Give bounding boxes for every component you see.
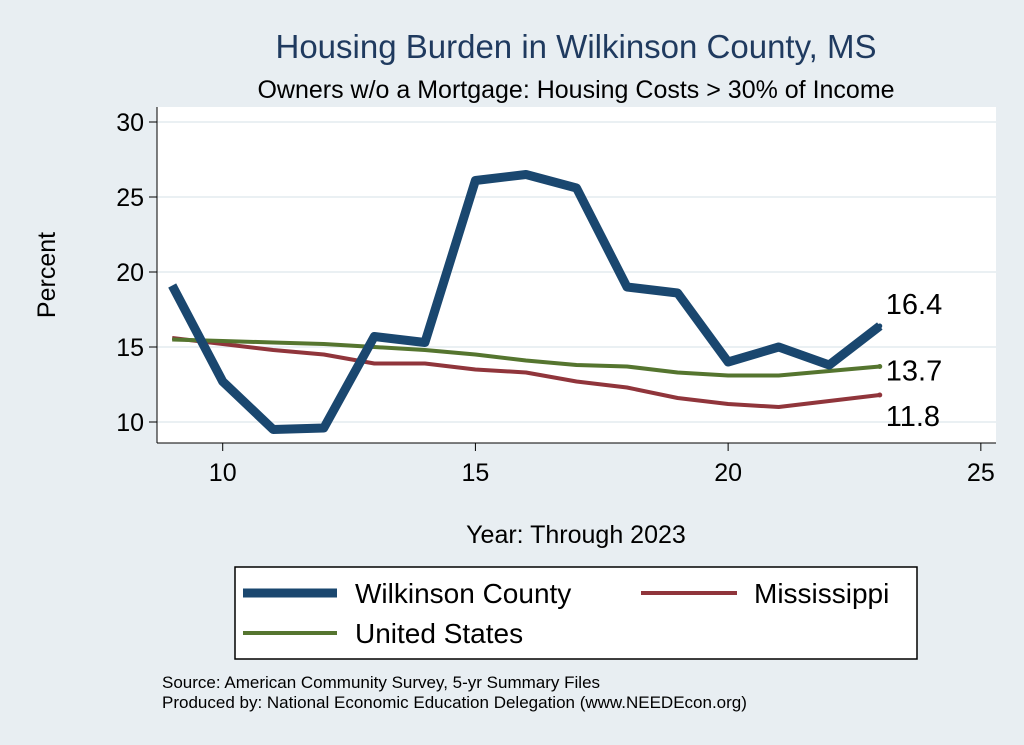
end-label-wilkinson: 16.4 (886, 289, 942, 321)
y-tick-label: 20 (116, 259, 144, 287)
x-axis-title: Year: Through 2023 (466, 521, 686, 549)
x-tick-label: 15 (462, 459, 490, 487)
chart-title: Housing Burden in Wilkinson County, MS (276, 28, 877, 65)
chart-subtitle: Owners w/o a Mortgage: Housing Costs > 3… (257, 76, 894, 104)
series-line-united-states (172, 337, 880, 378)
x-tick-label: 25 (967, 459, 995, 487)
y-tick-label: 15 (116, 334, 144, 362)
y-axis-title: Percent (33, 232, 61, 318)
produced-by-note: Produced by: National Economic Education… (162, 693, 747, 712)
legend-label-wilkinson: Wilkinson County (355, 578, 571, 609)
end-point-united-states (877, 364, 883, 369)
y-tick-label: 10 (116, 409, 144, 437)
legend-box (234, 566, 918, 660)
end-label-mississippi: 11.8 (886, 401, 940, 433)
legend: Wilkinson County Mississippi United Stat… (234, 566, 918, 660)
series-lines (168, 170, 883, 434)
y-ticks: 10 15 20 25 30 (116, 109, 157, 437)
end-labels: 16.4 11.8 13.7 (877, 289, 942, 433)
source-note: Source: American Community Survey, 5-yr … (162, 673, 600, 692)
series-line-mississippi (171, 336, 881, 409)
plot-area (157, 107, 996, 443)
legend-label-united-states: United States (355, 618, 523, 649)
x-tick-label: 10 (209, 459, 237, 487)
legend-label-mississippi: Mississippi (754, 578, 889, 609)
series-line-wilkinson (168, 170, 883, 434)
x-ticks: 10 15 20 25 (209, 443, 995, 487)
y-tick-label: 30 (116, 109, 144, 137)
y-tick-label: 25 (116, 184, 144, 212)
end-point-mississippi (877, 392, 883, 398)
x-tick-label: 20 (714, 459, 742, 487)
end-point-wilkinson (877, 323, 883, 329)
end-label-united-states: 13.7 (886, 356, 942, 388)
axes (156, 107, 996, 444)
